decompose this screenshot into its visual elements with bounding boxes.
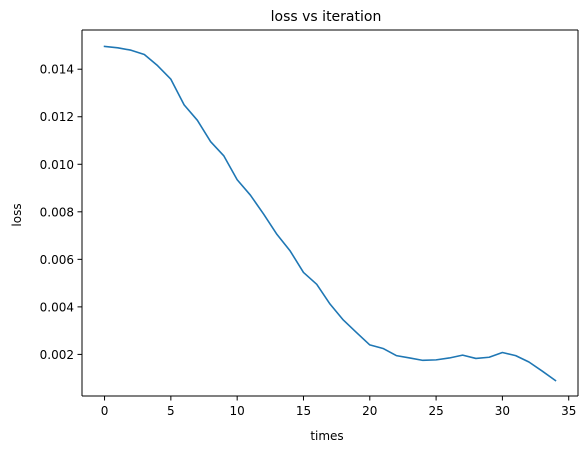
y-tick-label: 0.006 (40, 253, 74, 267)
loss-series-line (103, 45, 557, 382)
y-axis-ticks: 0.002 0.004 0.006 0.008 0.010 0.012 0.014 (40, 63, 82, 362)
x-tick-label: 15 (296, 404, 311, 418)
y-tick-label: 0.008 (40, 205, 74, 219)
chart-title: loss vs iteration (271, 9, 382, 25)
axes-layer (81, 29, 579, 397)
plot-background (82, 30, 578, 396)
x-tick-label: 25 (428, 404, 443, 418)
series-layer (103, 45, 557, 382)
x-tick-label: 10 (230, 404, 245, 418)
y-tick-label: 0.014 (40, 63, 74, 77)
x-tick-label: 35 (561, 404, 576, 418)
y-tick-label: 0.010 (40, 158, 74, 172)
x-axis-label: times (310, 429, 343, 443)
y-tick-label: 0.012 (40, 110, 74, 124)
x-tick-label: 20 (362, 404, 377, 418)
plot-area (82, 30, 578, 396)
x-tick-label: 0 (101, 404, 109, 418)
y-tick-label: 0.004 (40, 300, 74, 314)
x-axis-ticks: 0 5 10 15 20 25 30 35 (101, 396, 576, 418)
x-tick-label: 30 (495, 404, 510, 418)
y-tick-label: 0.002 (40, 348, 74, 362)
y-axis-label: loss (10, 203, 24, 226)
x-tick-label: 5 (167, 404, 175, 418)
